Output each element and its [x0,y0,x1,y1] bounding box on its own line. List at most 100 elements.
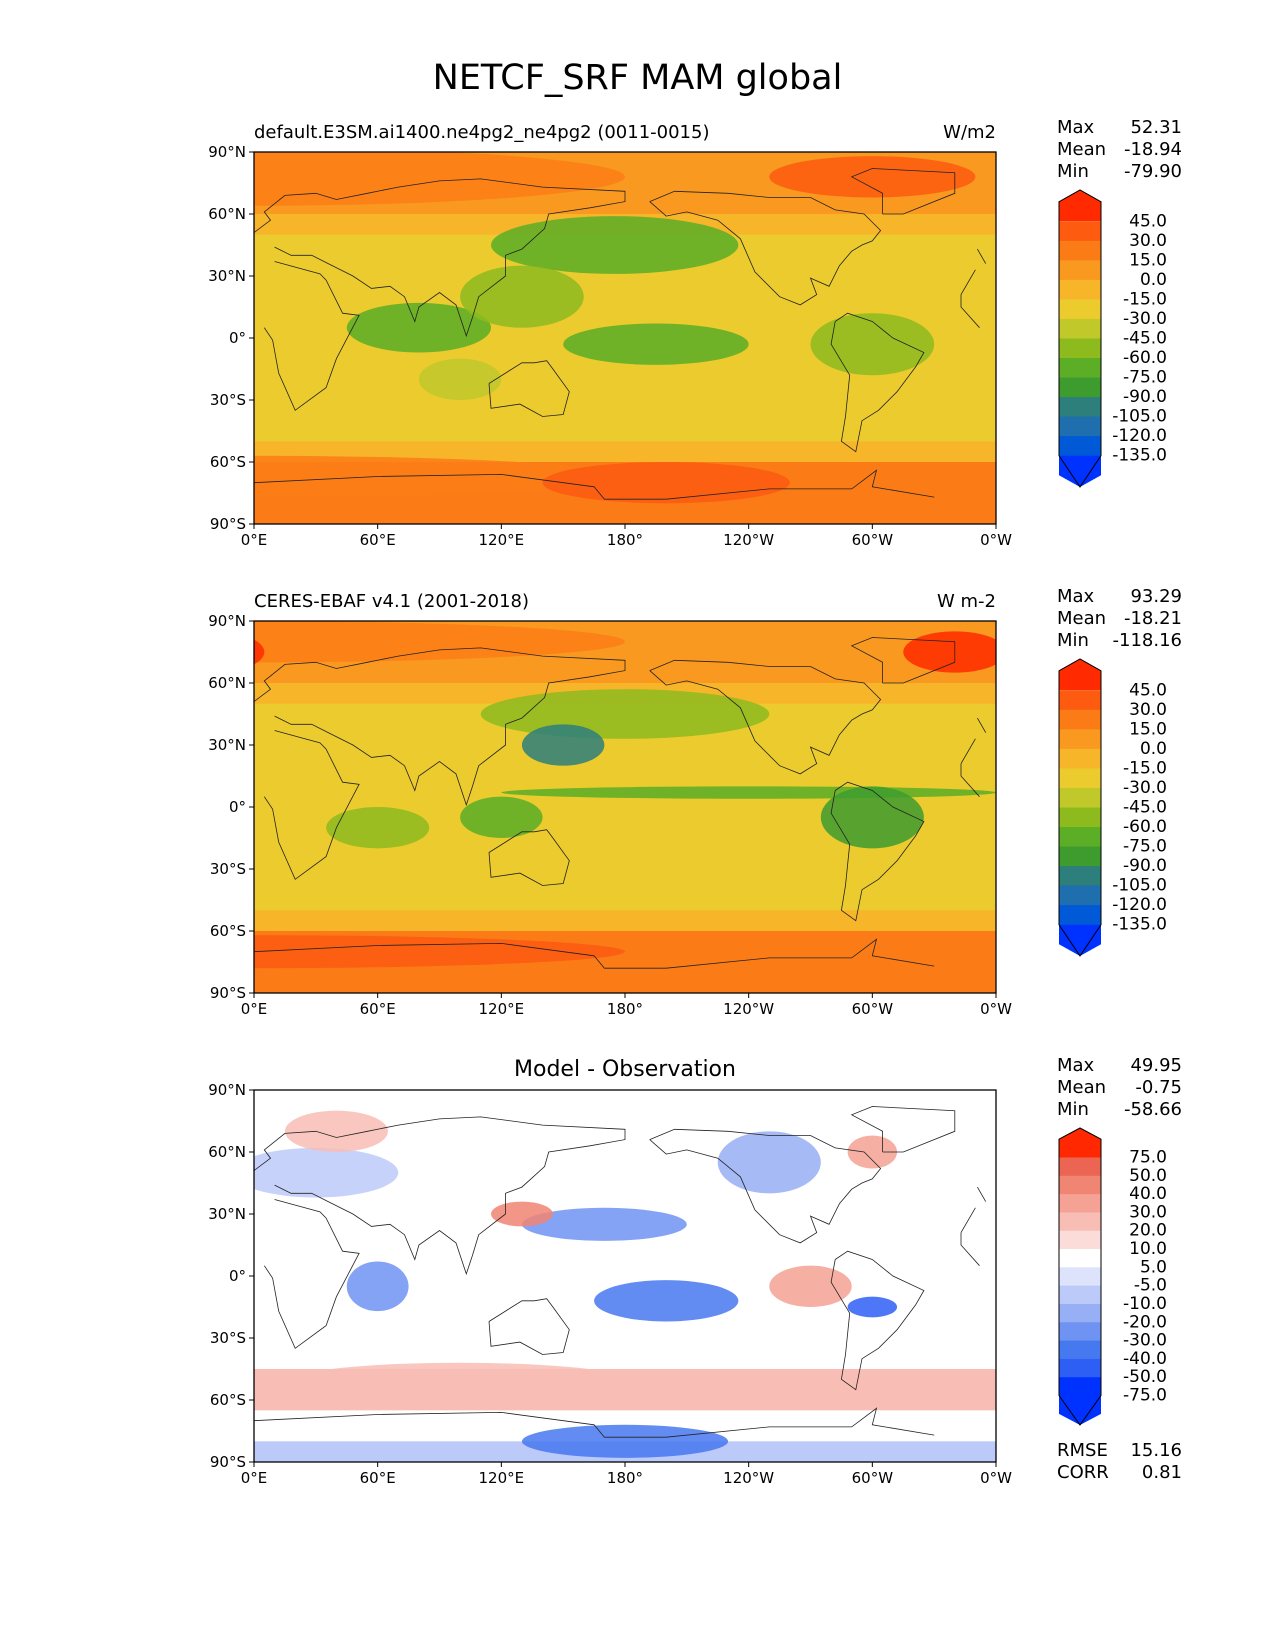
lat-band [254,765,996,777]
coastline [850,1106,956,1153]
y-tick-label: 90°N [208,612,246,630]
colorbar-tick-label: -45.0 [1123,329,1167,349]
colorbar-extend-top [1059,659,1101,691]
colorbar-segment [1059,436,1101,457]
lat-band [254,776,996,787]
field-blob [284,1110,388,1153]
stat-mean-value: -0.75 [1135,1077,1182,1098]
map-panel-1: 0°E 60°E 120°E 180° 120°W 60°W 0°W 90°N 60°N 30°N… [208,143,1012,549]
lat-band [254,1100,996,1112]
lat-band [254,796,996,808]
colorbar-tick-label: -15.0 [1123,289,1167,309]
field-blob [563,323,749,365]
field-blob [254,455,625,498]
lat-band [254,931,996,942]
lat-band [254,172,996,184]
field-blob [346,1261,409,1312]
colorbar-tick-label: 0.0 [1140,270,1167,290]
lat-band [254,1152,996,1163]
colorbar-tick-label: -50.0 [1123,1367,1167,1387]
lat-band [254,1090,996,1101]
lat-band [254,431,996,442]
field-blob [491,216,739,274]
colorbar-segment [1059,1340,1101,1360]
colorbar-tick-label: -5.0 [1134,1276,1167,1296]
colorbar-segment [1059,1194,1101,1213]
field-blob [460,265,584,328]
field-blob [847,1135,898,1169]
lat-band [254,1110,996,1122]
y-tick-label: 60°N [208,205,246,223]
colorbar-segment [1059,827,1101,848]
colorbar-tick-label: -75.0 [1123,1386,1167,1406]
field-blob [769,1265,852,1308]
colorbar-segment [1059,299,1101,320]
y-tick-label: 0° [229,798,246,816]
colorbar-segment [1059,1230,1101,1250]
coastline [850,637,956,684]
coastline [263,1199,980,1349]
stat-min-label: Min [1057,161,1089,182]
figure-title: NETCF_SRF MAM global [432,58,843,98]
lat-band [254,369,996,380]
x-tick-label: 0°E [241,1469,268,1487]
colorbar-outline [1058,189,1102,488]
rmse-label: RMSE [1057,1440,1108,1461]
stat-min-value: -118.16 [1112,630,1182,651]
coastline [254,469,935,500]
colorbar-tick-label: 15.0 [1129,250,1167,270]
colorbar-tick-label: -30.0 [1123,1331,1167,1351]
x-tick-label: 0°E [241,531,268,549]
field-blob [717,1131,821,1194]
colorbar-tick-label: -45.0 [1123,798,1167,818]
colorbar-outline [1058,1127,1102,1426]
stat-min-value: -79.90 [1123,161,1182,182]
colorbar-segment [1059,1358,1101,1378]
colorbar-tick-label: 20.0 [1129,1221,1167,1241]
map-panel-2: 0°E 60°E 120°E 180° 120°W 60°W 0°W 90°N 60°N 30°N… [208,612,1012,1018]
lat-band [254,807,996,818]
field-blob [594,1280,739,1322]
lat-band [254,641,996,653]
lat-band [254,162,996,174]
colorbar-segment [1059,358,1101,379]
lat-band [254,441,996,453]
stat-max-value: 49.95 [1130,1055,1182,1076]
colorbar-tick-label: 45.0 [1129,680,1167,700]
coastline [830,312,925,453]
lat-band [254,1265,996,1277]
lat-band [254,410,996,422]
panel-1-units: W/m2 [943,122,996,143]
colorbar-segment [1059,1377,1101,1397]
colorbar-tick-label: -75.0 [1123,837,1167,857]
colorbar-tick-label: 30.0 [1129,700,1167,720]
field-blob [521,1424,729,1458]
lat-band [254,358,996,370]
colorbar-tick-label: 0.0 [1140,739,1167,759]
colorbar-segment [1059,768,1101,789]
coastline [649,659,882,775]
lat-band [254,869,996,880]
field-blob [501,786,996,799]
field-blob [521,1207,687,1241]
stat-mean-label: Mean [1057,139,1107,160]
field-blob [810,313,935,376]
lat-band [254,879,996,891]
x-tick-label: 0°W [980,1000,1012,1018]
y-tick-label: 60°S [210,922,246,940]
lat-band [254,1121,996,1132]
coastline [254,938,935,969]
map-panel-3: 0°E 60°E 120°E 180° 120°W 60°W 0°W 90°N 60°N 30°N… [208,1081,1012,1487]
stat-max-label: Max [1057,117,1095,138]
colorbar-segment [1059,1303,1101,1323]
lat-band [254,755,996,767]
field-blob [903,631,996,673]
stat-max-value: 52.31 [1130,117,1182,138]
lat-band [254,183,996,194]
y-tick-label: 30°N [208,267,246,285]
y-tick-label: 90°S [210,515,246,533]
colorbar-tick-label: -90.0 [1123,856,1167,876]
stat-min-label: Min [1057,630,1089,651]
colorbar-segment [1059,338,1101,359]
stat-mean-value: -18.94 [1123,139,1182,160]
